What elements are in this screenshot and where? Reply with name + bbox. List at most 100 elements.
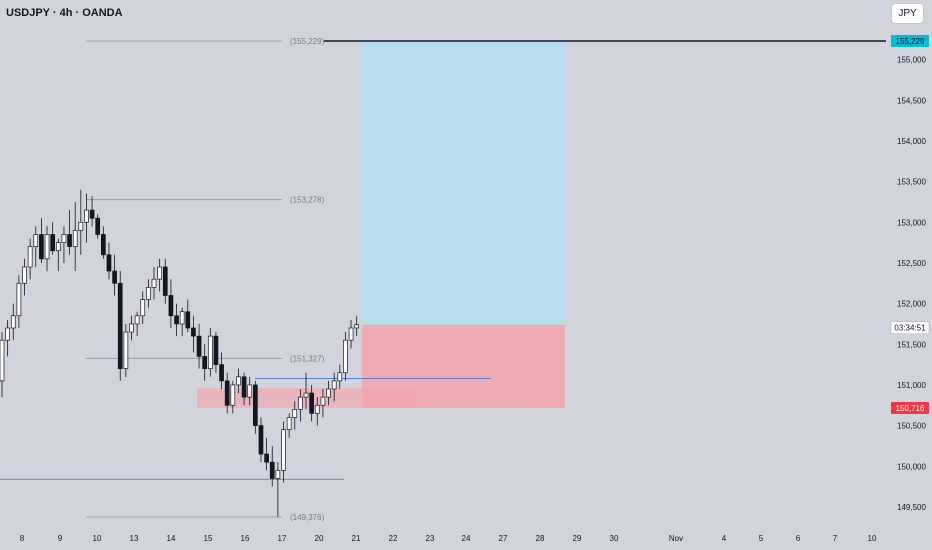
candle-down [162, 266, 168, 296]
x-tick-label: 17 [278, 534, 287, 543]
candle-up [78, 221, 84, 231]
y-tick-label: 151,500 [897, 340, 926, 349]
x-tick-label: 13 [130, 534, 139, 543]
candle-down [309, 392, 314, 414]
candle-up [337, 372, 343, 382]
candle-up [298, 396, 303, 410]
price-zone[interactable] [197, 388, 417, 408]
candle-up [134, 315, 140, 325]
price-tag [891, 35, 929, 47]
y-tick-label: 151,000 [897, 381, 926, 390]
candle-up [16, 282, 22, 317]
candle-down [67, 234, 72, 248]
candle-up [27, 246, 33, 268]
candle-down [241, 376, 247, 398]
candle-up [146, 286, 151, 300]
y-tick-label: 154,500 [897, 96, 926, 105]
candle-up [303, 392, 309, 398]
chart-title: USDJPY · 4h · OANDA [6, 7, 123, 19]
candle-up [292, 408, 298, 418]
candle-up [151, 278, 157, 288]
candle-down [264, 453, 269, 463]
y-tick-label: 153,000 [897, 218, 926, 227]
candle-up [10, 315, 16, 329]
candle-up [123, 331, 129, 370]
y-tick-label: 150,500 [897, 422, 926, 431]
price-tag [891, 402, 929, 415]
candle-up [236, 376, 241, 386]
candle-up [84, 209, 89, 223]
candle-down [50, 234, 56, 252]
x-tick-label: 15 [204, 534, 213, 543]
candle-down [185, 311, 191, 329]
y-tick-label: 152,000 [897, 300, 926, 309]
candle-up [157, 266, 162, 280]
x-tick-label: 24 [462, 534, 471, 543]
candle-up [72, 230, 78, 248]
candle-up [281, 429, 286, 471]
candle-down [269, 461, 275, 479]
take-profit-zone[interactable] [362, 41, 565, 325]
x-tick-label: 4 [722, 534, 727, 543]
y-tick-label: 149,500 [897, 503, 926, 512]
x-tick-label: 16 [241, 534, 250, 543]
candle-up [354, 324, 360, 329]
candle-up [286, 417, 292, 431]
x-tick-label: 14 [167, 534, 176, 543]
candle-up [326, 388, 331, 398]
candle-up [320, 396, 326, 406]
level-label: (153,278) [290, 196, 325, 205]
candle-down [112, 270, 117, 284]
candle-up [247, 384, 253, 398]
price-tag-label: 150,716 [896, 404, 925, 413]
candle-down [219, 364, 224, 382]
x-tick-label: 23 [426, 534, 435, 543]
candle-up [55, 242, 61, 252]
candle-up [230, 384, 236, 406]
candle-down [100, 234, 106, 256]
candle-up [314, 404, 320, 414]
x-tick-label: 6 [796, 534, 801, 543]
x-tick-label: 7 [833, 534, 838, 543]
candle-up [129, 323, 134, 333]
countdown-label: 03:34:51 [894, 324, 926, 333]
candle-down [95, 217, 101, 235]
level-label: (151,327) [290, 354, 325, 363]
x-tick-label: 22 [389, 534, 398, 543]
candle-down [253, 384, 258, 426]
candle-up [343, 339, 348, 374]
candle-up [275, 469, 281, 479]
candle-up [140, 299, 146, 317]
x-tick-label: 8 [20, 534, 25, 543]
level-label: (155,229) [290, 37, 325, 46]
candle-down [202, 356, 208, 370]
candle-down [39, 234, 44, 260]
x-tick-label: 29 [573, 534, 582, 543]
candle-up [331, 380, 337, 390]
candle-down [224, 380, 230, 406]
x-tick-label: 27 [499, 534, 508, 543]
x-tick-label: 10 [93, 534, 102, 543]
x-tick-label: 20 [315, 534, 324, 543]
x-tick-label: 5 [759, 534, 764, 543]
x-tick-label: Nov [669, 534, 683, 543]
x-tick-label: 28 [536, 534, 545, 543]
candle-down [89, 209, 95, 219]
candle-up [5, 327, 10, 341]
candle-down [168, 295, 174, 317]
candle-up [22, 266, 27, 284]
candle-down [213, 335, 219, 365]
candle-up [207, 335, 213, 370]
candle-down [106, 254, 112, 272]
level-label: (149,376) [290, 513, 325, 522]
x-tick-label: 30 [610, 534, 619, 543]
countdown-box [890, 321, 930, 335]
price-tag-label: 155,229 [896, 37, 925, 46]
candle-up [33, 234, 39, 248]
x-tick-label: 10 [868, 534, 877, 543]
candle-down [258, 425, 264, 455]
candle-down [117, 282, 123, 370]
y-tick-label: 155,000 [897, 56, 926, 65]
currency-button[interactable]: JPY [891, 3, 924, 24]
